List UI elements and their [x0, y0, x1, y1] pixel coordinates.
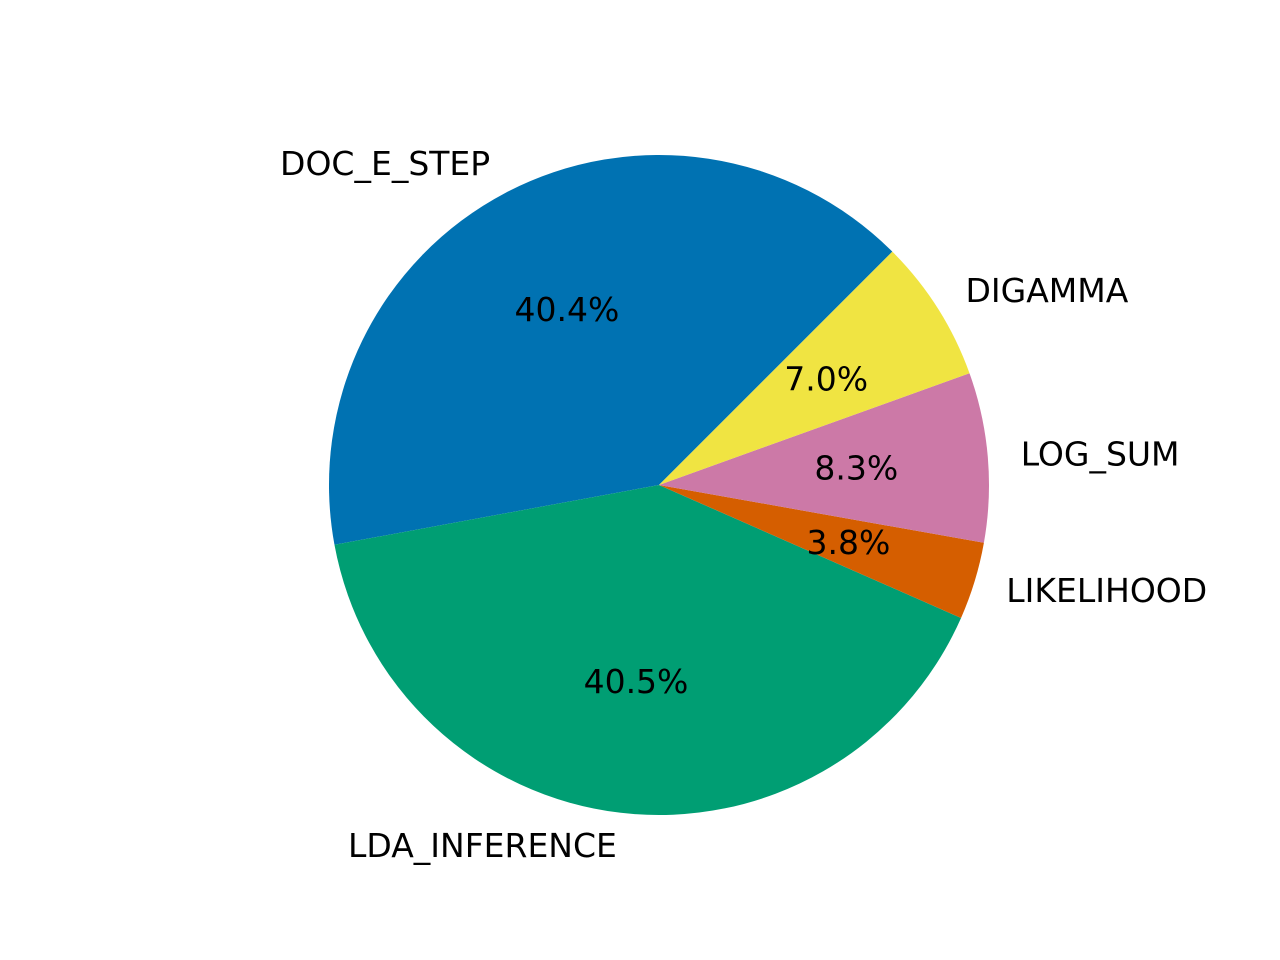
pie-slice-log-sum — [659, 373, 990, 543]
slices-layer — [328, 154, 990, 816]
slice-percent-doc-e-step: 40.4% — [514, 290, 619, 329]
slice-label-lda-inference: LDA_INFERENCE — [348, 826, 617, 865]
slice-label-doc-e-step: DOC_E_STEP — [280, 144, 490, 183]
pie-slice-lda-inference — [334, 485, 962, 816]
slice-percent-digamma: 7.0% — [784, 359, 868, 398]
slice-percent-likelihood: 3.8% — [806, 523, 890, 562]
pie-slice-likelihood — [659, 485, 984, 618]
slice-label-likelihood: LIKELIHOOD — [1006, 571, 1207, 610]
slice-label-log-sum: LOG_SUM — [1021, 435, 1180, 474]
pie-slice-doc-e-step — [328, 154, 893, 545]
slice-percent-lda-inference: 40.5% — [584, 662, 689, 701]
labels-layer: DOC_E_STEP 40.4% LDA_INFERENCE 40.5% LIKELIH… — [280, 144, 1207, 865]
pie-slice-digamma — [659, 251, 970, 485]
slice-label-digamma: DIGAMMA — [966, 271, 1129, 310]
slice-percent-log-sum: 8.3% — [814, 449, 898, 488]
